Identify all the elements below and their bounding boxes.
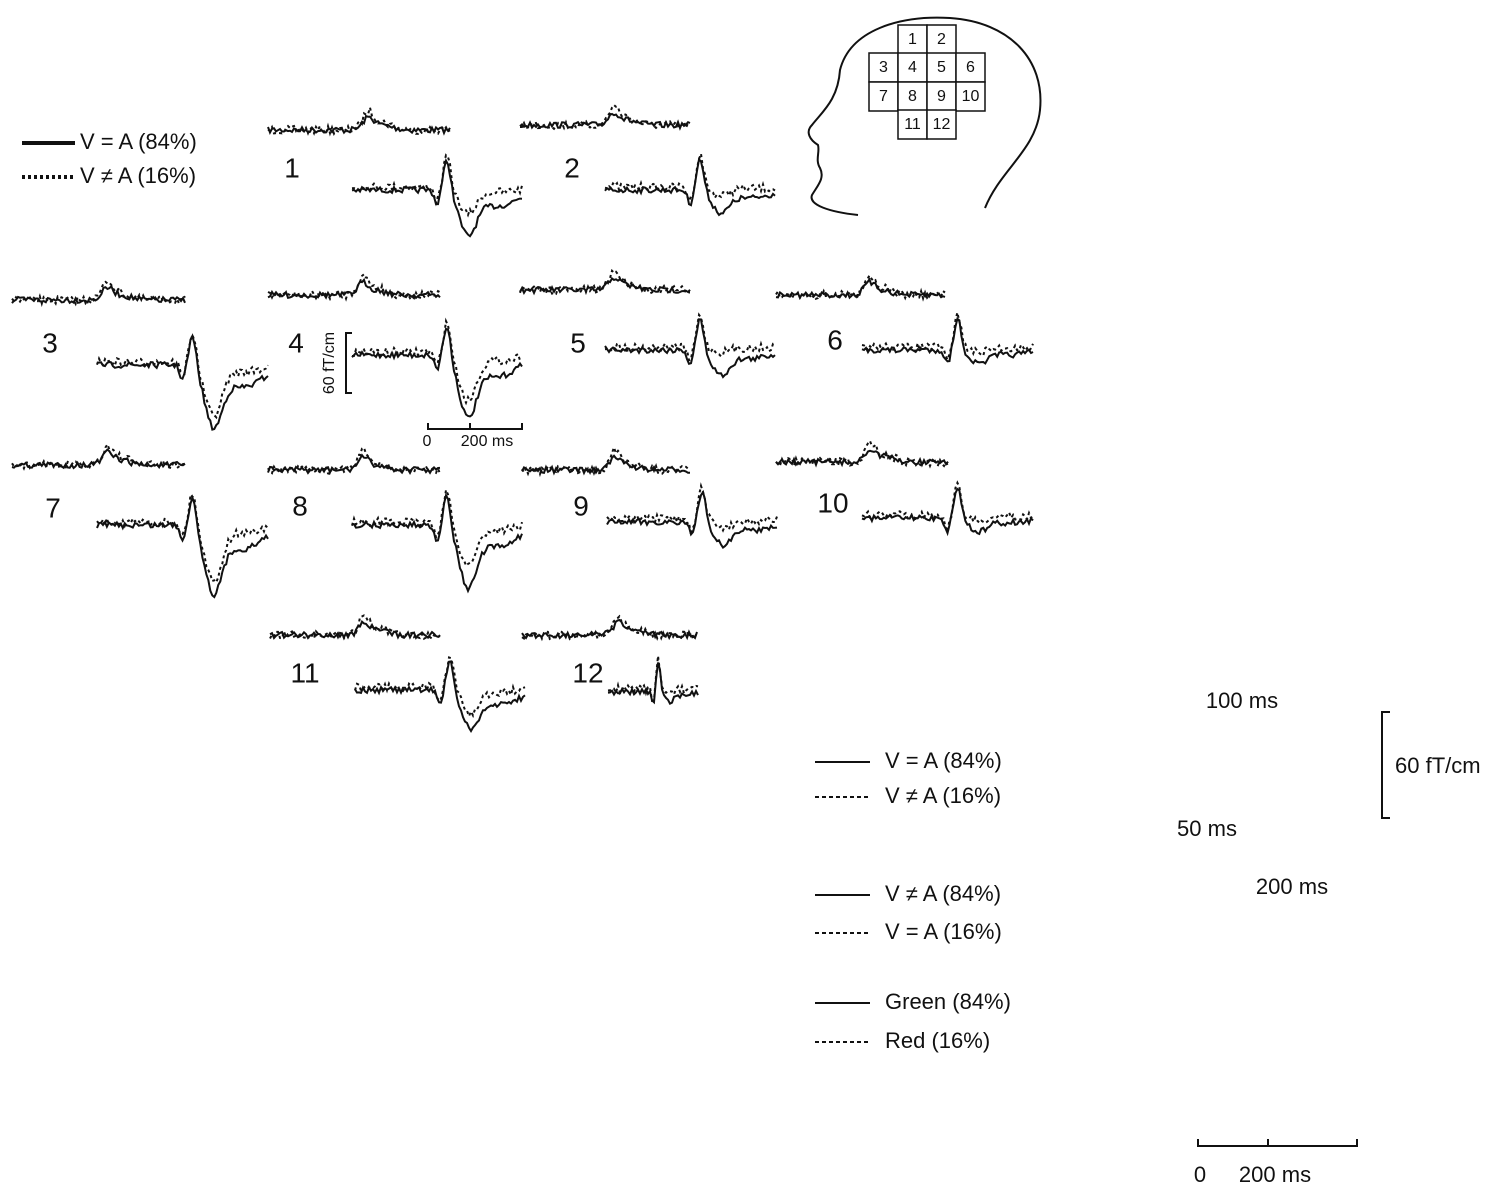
scale-label: 60 fT/cm (1395, 753, 1481, 778)
map-cell (868, 81, 899, 112)
channel-label: 9 (573, 490, 589, 521)
map-label: 5 (937, 59, 946, 76)
waveform (604, 157, 776, 217)
annotation: 50 ms (1177, 816, 1237, 841)
waveform (351, 153, 523, 218)
channel-label: 3 (42, 327, 58, 358)
time-label: 200 ms (1239, 1162, 1311, 1187)
map-label: 2 (937, 31, 946, 48)
legend-label: V ≠ A (16%) (885, 783, 1001, 808)
time-bar (427, 423, 523, 430)
legend-label: V = A (84%) (885, 748, 1002, 773)
waveform (775, 277, 946, 301)
waveform (11, 280, 186, 308)
channel-label: 8 (292, 490, 308, 521)
waveform (775, 439, 949, 470)
scale-bar (345, 332, 352, 394)
map-label: 7 (879, 88, 888, 105)
waveform (351, 486, 523, 568)
waveform (354, 656, 526, 719)
map-cell (955, 81, 986, 112)
waveform (519, 268, 690, 297)
legend-label: Red (16%) (885, 1028, 990, 1053)
time-label: 0 (1194, 1162, 1206, 1187)
waveform (607, 655, 699, 703)
annotation: 100 ms (1206, 688, 1278, 713)
annotation: 200 ms (1256, 874, 1328, 899)
channel-label: 10 (817, 487, 848, 518)
waveform (351, 492, 523, 594)
head-outline (807, 16, 1042, 216)
waveform (267, 277, 441, 300)
channel-label: 7 (45, 492, 61, 523)
waveform (269, 614, 441, 641)
waveform (604, 153, 776, 204)
waveform (775, 273, 946, 302)
map-label: 12 (933, 116, 951, 133)
waveform (606, 482, 778, 536)
waveform (604, 312, 776, 362)
legend-label: V = A (16%) (885, 919, 1002, 944)
waveform (521, 454, 690, 476)
waveform (267, 114, 451, 136)
channel-label: 2 (564, 152, 580, 183)
legend-label: V = A (84%) (80, 129, 197, 154)
waveform (861, 480, 1034, 536)
map-label: 8 (908, 88, 917, 105)
channel-label: 6 (827, 324, 843, 355)
waveform (861, 317, 1034, 365)
legend-label: V ≠ A (84%) (885, 881, 1001, 906)
waveform (96, 492, 269, 585)
map-cell (926, 109, 957, 140)
map-cell (897, 81, 928, 112)
waveform (520, 103, 691, 131)
waveform (351, 327, 523, 418)
legend-label: V ≠ A (16%) (80, 163, 196, 188)
channel-label: 1 (284, 152, 300, 183)
channel-label: 4 (288, 327, 304, 358)
channel-label: 5 (570, 327, 586, 358)
scale-label: 60 fT/cm (321, 332, 338, 394)
legend-label: Green (84%) (885, 989, 1011, 1014)
map-label: 11 (904, 116, 921, 133)
map-label: 3 (879, 59, 888, 76)
map-label: 6 (966, 59, 975, 76)
time-label: 0 (423, 433, 432, 450)
waveform (521, 618, 698, 641)
map-cell (955, 52, 986, 83)
time-label: 200 ms (461, 433, 513, 450)
waveform (96, 494, 269, 599)
waveform (607, 662, 699, 706)
waveform (351, 317, 523, 406)
waveform (519, 277, 691, 296)
map-label: 10 (962, 88, 980, 105)
map-label: 1 (908, 31, 917, 48)
channel-label: 11 (290, 657, 319, 688)
map-label: 9 (937, 88, 946, 105)
waveform (96, 333, 269, 431)
map-label: 4 (908, 59, 917, 76)
waveform (354, 660, 526, 733)
channel-label: 12 (572, 657, 603, 688)
waveform (519, 112, 691, 131)
waveform (267, 272, 441, 302)
waveform (861, 487, 1034, 537)
waveform (521, 444, 691, 478)
time-bar (1197, 1139, 1358, 1147)
waveform (267, 446, 441, 476)
waveform (775, 449, 949, 468)
scale-bar (1381, 711, 1390, 819)
waveform (96, 331, 269, 420)
